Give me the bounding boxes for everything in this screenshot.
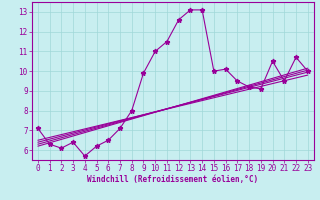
X-axis label: Windchill (Refroidissement éolien,°C): Windchill (Refroidissement éolien,°C) [87, 175, 258, 184]
